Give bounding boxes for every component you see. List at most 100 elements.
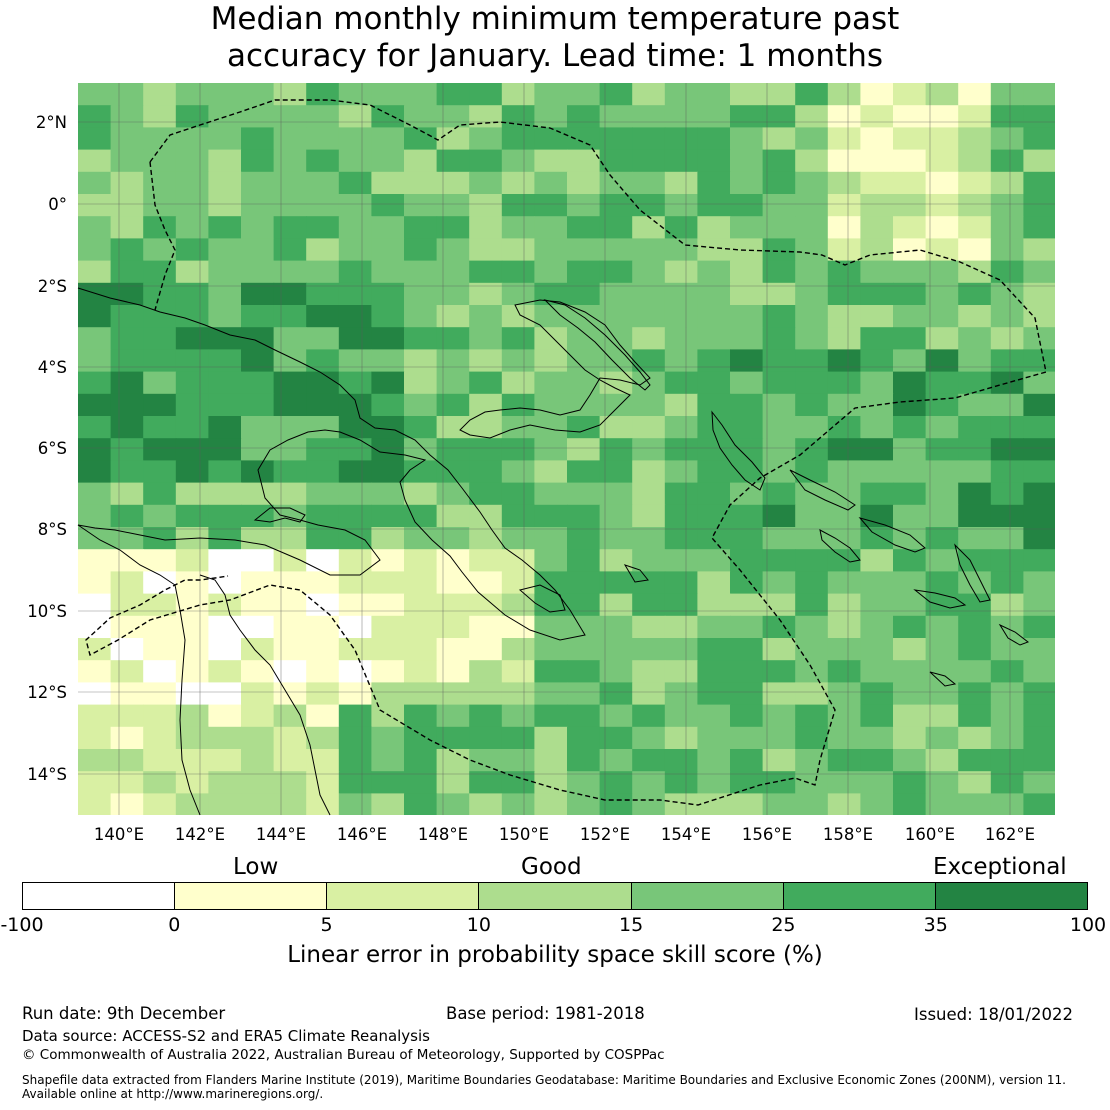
grid-cell <box>632 282 666 306</box>
grid-cell <box>208 615 242 639</box>
grid-cell <box>925 482 959 506</box>
grid-cell <box>371 726 405 750</box>
grid-cell <box>795 327 829 350</box>
grid-cell <box>371 305 405 328</box>
grid-cell <box>893 549 927 572</box>
grid-cell <box>404 638 438 661</box>
grid-cell <box>469 171 503 195</box>
grid-cell <box>893 216 927 239</box>
grid-cell <box>1023 171 1055 195</box>
grid-cell <box>925 749 959 772</box>
grid-cell <box>958 438 992 461</box>
grid-cell <box>306 127 340 151</box>
grid-cell <box>795 726 829 750</box>
grid-cell <box>1023 549 1055 572</box>
grid-cell <box>404 460 438 484</box>
grid-cell <box>338 371 372 395</box>
grid-cell <box>241 682 275 706</box>
grid-cell <box>306 260 340 284</box>
grid-cell <box>827 216 861 239</box>
grid-cell <box>338 460 372 484</box>
grid-cell <box>501 527 535 550</box>
grid-cell <box>273 549 307 572</box>
grid-cell <box>273 371 307 395</box>
grid-cell <box>925 127 959 151</box>
grid-cell <box>990 527 1024 550</box>
grid-cell <box>567 238 601 262</box>
grid-cell <box>110 105 144 128</box>
grid-cell <box>273 149 307 173</box>
grid-cell <box>827 305 861 328</box>
grid-cell <box>860 260 894 284</box>
grid-cell <box>143 682 177 706</box>
grid-cell <box>827 393 861 417</box>
grid-cell <box>273 83 307 106</box>
grid-cell <box>958 726 992 750</box>
grid-cell <box>958 349 992 373</box>
grid-cell <box>860 504 894 528</box>
grid-cell <box>1023 504 1055 528</box>
grid-cell <box>925 438 959 461</box>
grid-cell <box>110 749 144 772</box>
grid-cell <box>697 660 731 683</box>
grid-cell <box>599 593 633 617</box>
grid-cell <box>599 771 633 794</box>
base-period: Base period: 1981-2018 <box>446 1004 645 1023</box>
grid-cell <box>730 349 764 373</box>
grid-cell <box>143 438 177 461</box>
grid-cell <box>567 704 601 728</box>
grid-cell <box>567 615 601 639</box>
grid-cell <box>208 482 242 506</box>
grid-cell <box>795 349 829 373</box>
grid-cell <box>958 527 992 550</box>
grid-cell <box>436 127 470 151</box>
grid-cell <box>110 660 144 683</box>
colorbar-category-good: Good <box>521 854 582 880</box>
grid-cell <box>306 83 340 106</box>
grid-cell <box>175 260 209 284</box>
grid-cell <box>404 371 438 395</box>
grid-cell <box>78 482 112 506</box>
grid-cell <box>958 660 992 683</box>
grid-cell <box>306 771 340 794</box>
grid-cell <box>730 704 764 728</box>
grid-cell <box>795 460 829 484</box>
colorbar-tick-label: 35 <box>923 914 948 936</box>
grid-cell <box>469 260 503 284</box>
grid-cell <box>795 260 829 284</box>
grid-cell <box>664 327 698 350</box>
grid-cell <box>730 571 764 595</box>
grid-cell <box>958 194 992 217</box>
grid-cell <box>469 127 503 151</box>
map-title-line2: accuracy for January. Lead time: 1 month… <box>226 38 883 74</box>
grid-cell <box>273 771 307 794</box>
grid-cell <box>143 194 177 217</box>
grid-cell <box>534 638 568 661</box>
grid-cell <box>175 482 209 506</box>
grid-cell <box>241 460 275 484</box>
grid-cell <box>273 660 307 683</box>
grid-cell <box>925 704 959 728</box>
grid-cell <box>827 615 861 639</box>
grid-cell <box>599 682 633 706</box>
grid-cell <box>1023 726 1055 750</box>
grid-cell <box>893 282 927 306</box>
grid-cell <box>893 571 927 595</box>
grid-cell <box>208 393 242 417</box>
grid-cell <box>599 749 633 772</box>
grid-cell <box>338 749 372 772</box>
grid-cell <box>762 460 796 484</box>
grid-cell <box>501 615 535 639</box>
grid-cell <box>664 615 698 639</box>
skill-score-grid <box>78 83 1055 815</box>
grid-cell <box>730 771 764 794</box>
grid-cell <box>730 527 764 550</box>
grid-cell <box>730 438 764 461</box>
grid-cell <box>175 238 209 262</box>
grid-cell <box>175 105 209 128</box>
grid-cell <box>860 793 894 815</box>
grid-cell <box>306 482 340 506</box>
grid-cell <box>241 282 275 306</box>
grid-cell <box>469 327 503 350</box>
grid-cell <box>762 771 796 794</box>
